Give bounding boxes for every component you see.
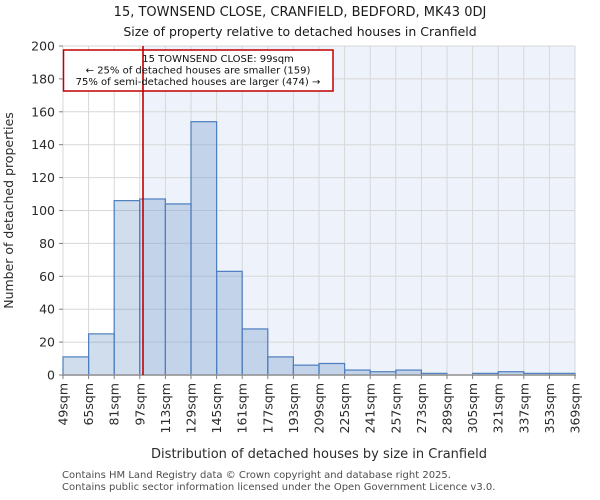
y-axis-label: Number of detached properties (1, 112, 16, 309)
histogram-bar (87, 333, 115, 376)
y-tick-label: 0 (47, 368, 55, 383)
x-tick-label: 241sqm (363, 383, 378, 433)
histogram-bar (241, 328, 269, 376)
x-tick-label: 97sqm (132, 383, 147, 426)
y-tick-label: 200 (31, 39, 55, 54)
x-tick-label: 129sqm (184, 383, 199, 433)
x-tick-label: 65sqm (81, 383, 96, 426)
x-axis-label: Distribution of detached houses by size … (151, 447, 487, 462)
y-tick-label: 140 (31, 137, 55, 152)
chart-subtitle: Size of property relative to detached ho… (123, 24, 477, 39)
histogram-bar (292, 364, 320, 376)
y-tick-label: 180 (31, 71, 55, 86)
y-tick-label: 160 (31, 104, 55, 119)
y-tick-label: 80 (39, 236, 55, 251)
y-tick-label: 100 (31, 203, 55, 218)
x-tick-label: 289sqm (440, 383, 455, 433)
x-tick-label: 225sqm (337, 383, 352, 433)
x-tick-label: 321sqm (491, 383, 506, 433)
footer-attribution-line1: Contains HM Land Registry data © Crown c… (62, 470, 451, 481)
x-tick-label: 49sqm (56, 383, 71, 426)
x-tick-label: 81sqm (107, 383, 122, 426)
x-tick-label: 161sqm (235, 383, 250, 433)
x-tick-label: 273sqm (414, 383, 429, 433)
footer-attribution: Contains HM Land Registry data © Crown c… (62, 470, 495, 493)
histogram-bar (113, 200, 141, 376)
annotation-text-line3: 75% of semi-detached houses are larger (… (76, 77, 321, 88)
x-tick-label: 369sqm (568, 383, 583, 433)
x-tick-label: 177sqm (260, 383, 275, 433)
y-tick-label: 120 (31, 170, 55, 185)
y-tick-label: 40 (39, 302, 55, 317)
x-tick-label: 257sqm (388, 383, 403, 433)
histogram-bar (216, 270, 243, 376)
x-tick-label: 193sqm (286, 383, 301, 433)
y-tick-label: 20 (39, 335, 55, 350)
histogram-bar (164, 203, 192, 376)
y-tick-label: 60 (39, 269, 55, 284)
histogram-bar (62, 356, 90, 376)
footer-attribution-line2: Contains public sector information licen… (62, 481, 496, 493)
histogram-bar (318, 362, 346, 376)
annotation-box (62, 49, 334, 92)
x-tick-label: 305sqm (465, 383, 480, 433)
histogram-bar (267, 356, 294, 376)
chart-title: 15, TOWNSEND CLOSE, CRANFIELD, BEDFORD, … (113, 5, 487, 20)
annotation-text-line1: 15 TOWNSEND CLOSE: 99sqm (142, 54, 294, 65)
x-tick-label: 209sqm (312, 383, 327, 433)
x-tick-label: 337sqm (516, 383, 531, 433)
x-tick-label: 113sqm (158, 383, 173, 433)
histogram-bar (190, 121, 218, 376)
x-tick-label: 353sqm (542, 383, 557, 433)
x-tick-label: 145sqm (209, 383, 224, 433)
annotation-text-line2: ← 25% of detached houses are smaller (15… (86, 66, 311, 77)
